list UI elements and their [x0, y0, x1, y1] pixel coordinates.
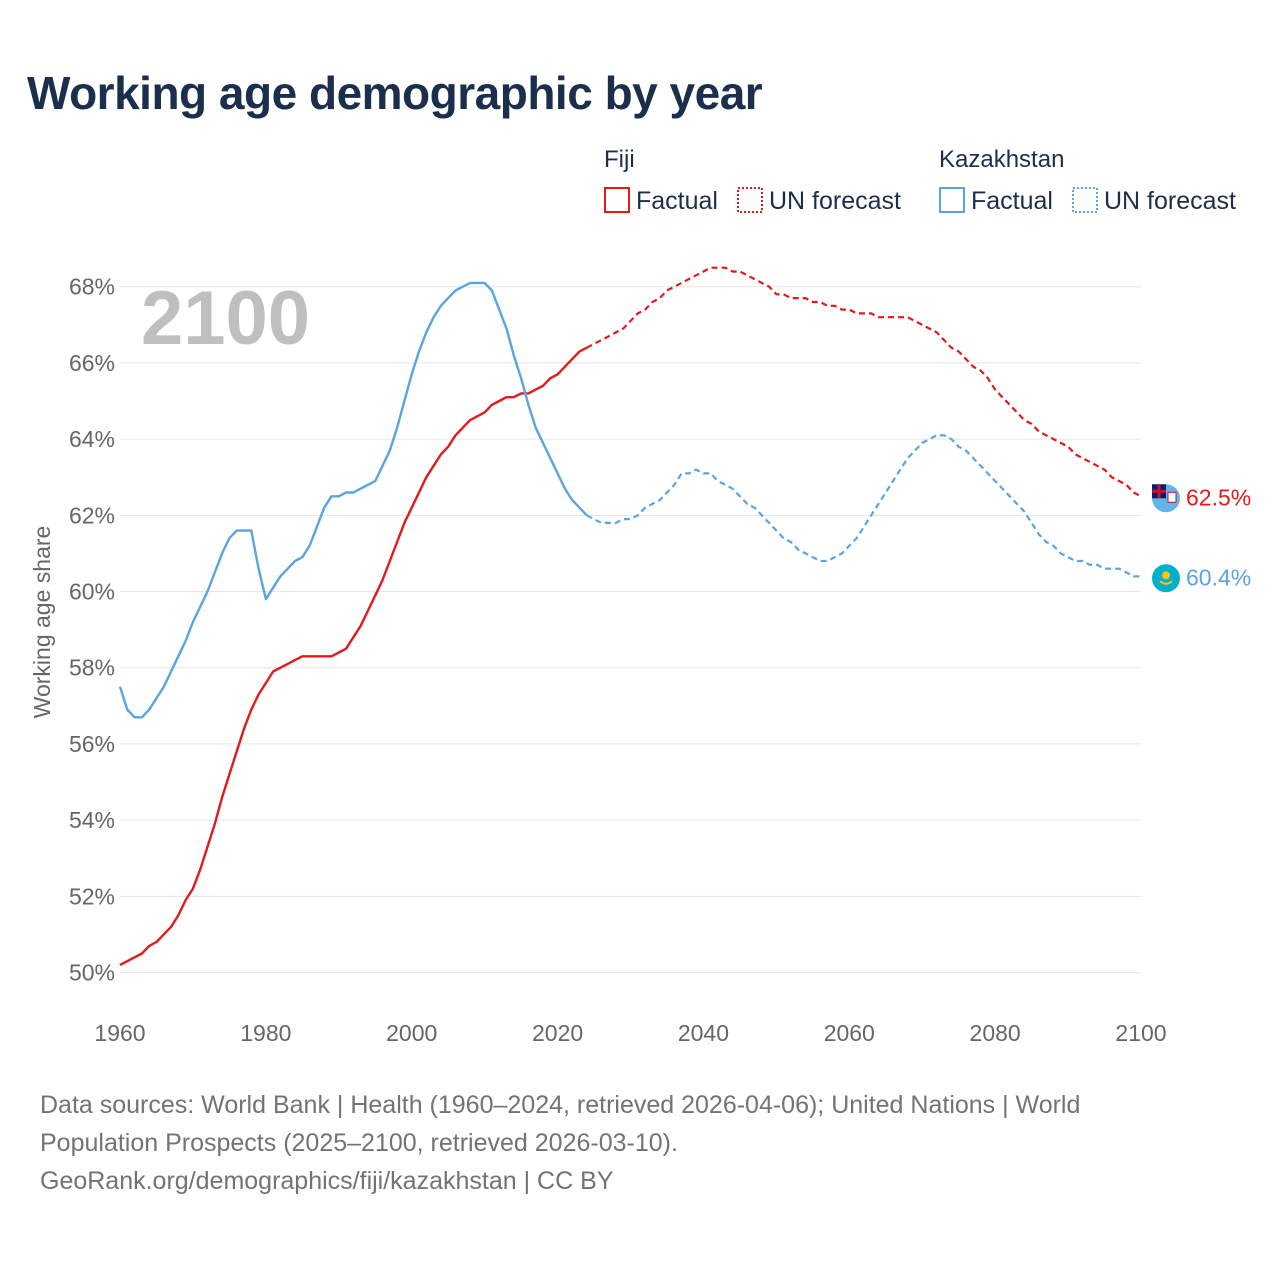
- fiji-end-value-label: 62.5%: [1186, 484, 1251, 510]
- legend-forecast-label[interactable]: UN forecast: [769, 187, 901, 215]
- legend-group-kazakhstan: Kazakhstan Factual UN forecast: [939, 146, 1236, 215]
- x-tick-label: 2060: [824, 1020, 875, 1046]
- x-tick-label: 1980: [240, 1020, 291, 1046]
- factual-swatch-icon[interactable]: [604, 187, 630, 213]
- kazakhstan-end-value-label: 60.4%: [1186, 564, 1251, 590]
- line-chart: 50% 52% 54% 56% 58% 60% 62% 64% 66% 68% 1960 1980 20…: [29, 146, 1251, 1046]
- x-tick-label: 2080: [970, 1020, 1021, 1046]
- chart-title: Working age demographic by year: [27, 67, 763, 119]
- data-sources: Data sources: World Bank | Health (1960–…: [40, 1086, 1200, 1200]
- forecast-swatch-icon[interactable]: [737, 187, 763, 213]
- y-tick-label: 56%: [69, 731, 115, 757]
- kazakhstan-factual-line[interactable]: [118, 281, 588, 719]
- y-tick-label: 50%: [69, 960, 115, 986]
- y-tick-label: 62%: [69, 502, 115, 528]
- x-tick-label: 2100: [1115, 1020, 1166, 1046]
- source-url[interactable]: GeoRank.org/demographics/fiji/kazakhstan…: [40, 1167, 614, 1195]
- fiji-forecast-line[interactable]: [586, 266, 1142, 498]
- kazakhstan-flag-eagle: [1159, 580, 1173, 585]
- y-tick-label: 66%: [69, 350, 115, 376]
- x-tick-label: 2020: [532, 1020, 583, 1046]
- forecast-swatch-icon[interactable]: [1072, 187, 1098, 213]
- y-tick-label: 68%: [69, 274, 115, 300]
- x-tick-label: 1960: [94, 1020, 145, 1046]
- sources-text: Data sources: World Bank | Health (1960–…: [40, 1091, 1081, 1157]
- legend-group-title: Kazakhstan: [939, 146, 1064, 173]
- kazakhstan-flag-sun: [1162, 571, 1170, 580]
- year-watermark: 2100: [141, 276, 310, 361]
- fiji-flag-shield: [1167, 491, 1177, 503]
- factual-swatch-icon[interactable]: [939, 187, 965, 213]
- kazakhstan-flag-icon: [1152, 564, 1180, 593]
- x-tick-label: 2040: [678, 1020, 729, 1046]
- y-tick-label: 52%: [69, 883, 115, 909]
- y-tick-label: 60%: [69, 579, 115, 605]
- fiji-factual-line[interactable]: [119, 346, 588, 966]
- y-tick-label: 58%: [69, 655, 115, 681]
- legend-forecast-label[interactable]: UN forecast: [1104, 187, 1236, 215]
- x-tick-label: 2000: [386, 1020, 437, 1046]
- legend-group-title: Fiji: [604, 146, 635, 173]
- legend-factual-label[interactable]: Factual: [636, 187, 718, 215]
- kazakhstan-forecast-line[interactable]: [586, 434, 1141, 578]
- legend-factual-label[interactable]: Factual: [971, 187, 1053, 215]
- y-tick-label: 54%: [69, 807, 115, 833]
- y-axis-title: Working age share: [29, 526, 55, 719]
- y-tick-label: 64%: [69, 426, 115, 452]
- fiji-flag-icon: [1152, 484, 1180, 513]
